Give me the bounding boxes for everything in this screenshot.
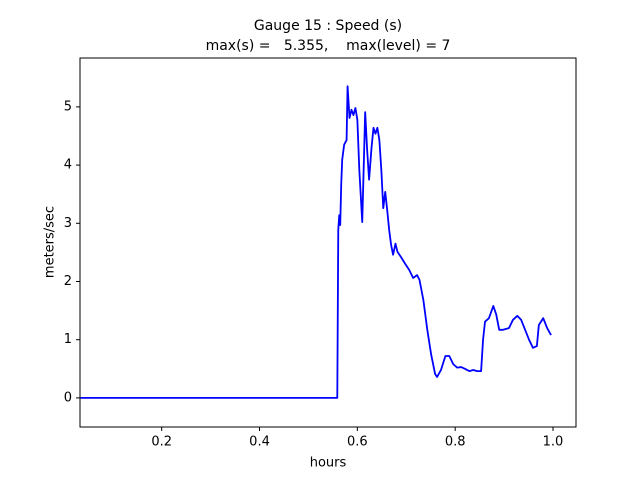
- plot-frame: [79, 57, 577, 428]
- y-tick-label: 5: [64, 99, 72, 114]
- y-axis-label: meters/sec: [43, 206, 58, 278]
- chart-title: Gauge 15 : Speed (s): [254, 18, 402, 34]
- x-axis-label: hours: [310, 456, 347, 471]
- y-tick-label: 4: [64, 158, 72, 173]
- x-tick-label: 1.0: [543, 435, 564, 450]
- y-tick-label: 3: [64, 216, 72, 231]
- x-tick-label: 0.4: [249, 435, 270, 450]
- data-line: [80, 85, 552, 399]
- x-tick-label: 0.6: [347, 435, 368, 450]
- y-tick-label: 2: [64, 274, 72, 289]
- x-tick-label: 0.2: [151, 435, 172, 450]
- chart-subtitle: max(s) = 5.355, max(level) = 7: [206, 38, 451, 54]
- y-tick-label: 1: [64, 332, 72, 347]
- y-tick-label: 0: [64, 390, 72, 405]
- x-tick-label: 0.8: [445, 435, 466, 450]
